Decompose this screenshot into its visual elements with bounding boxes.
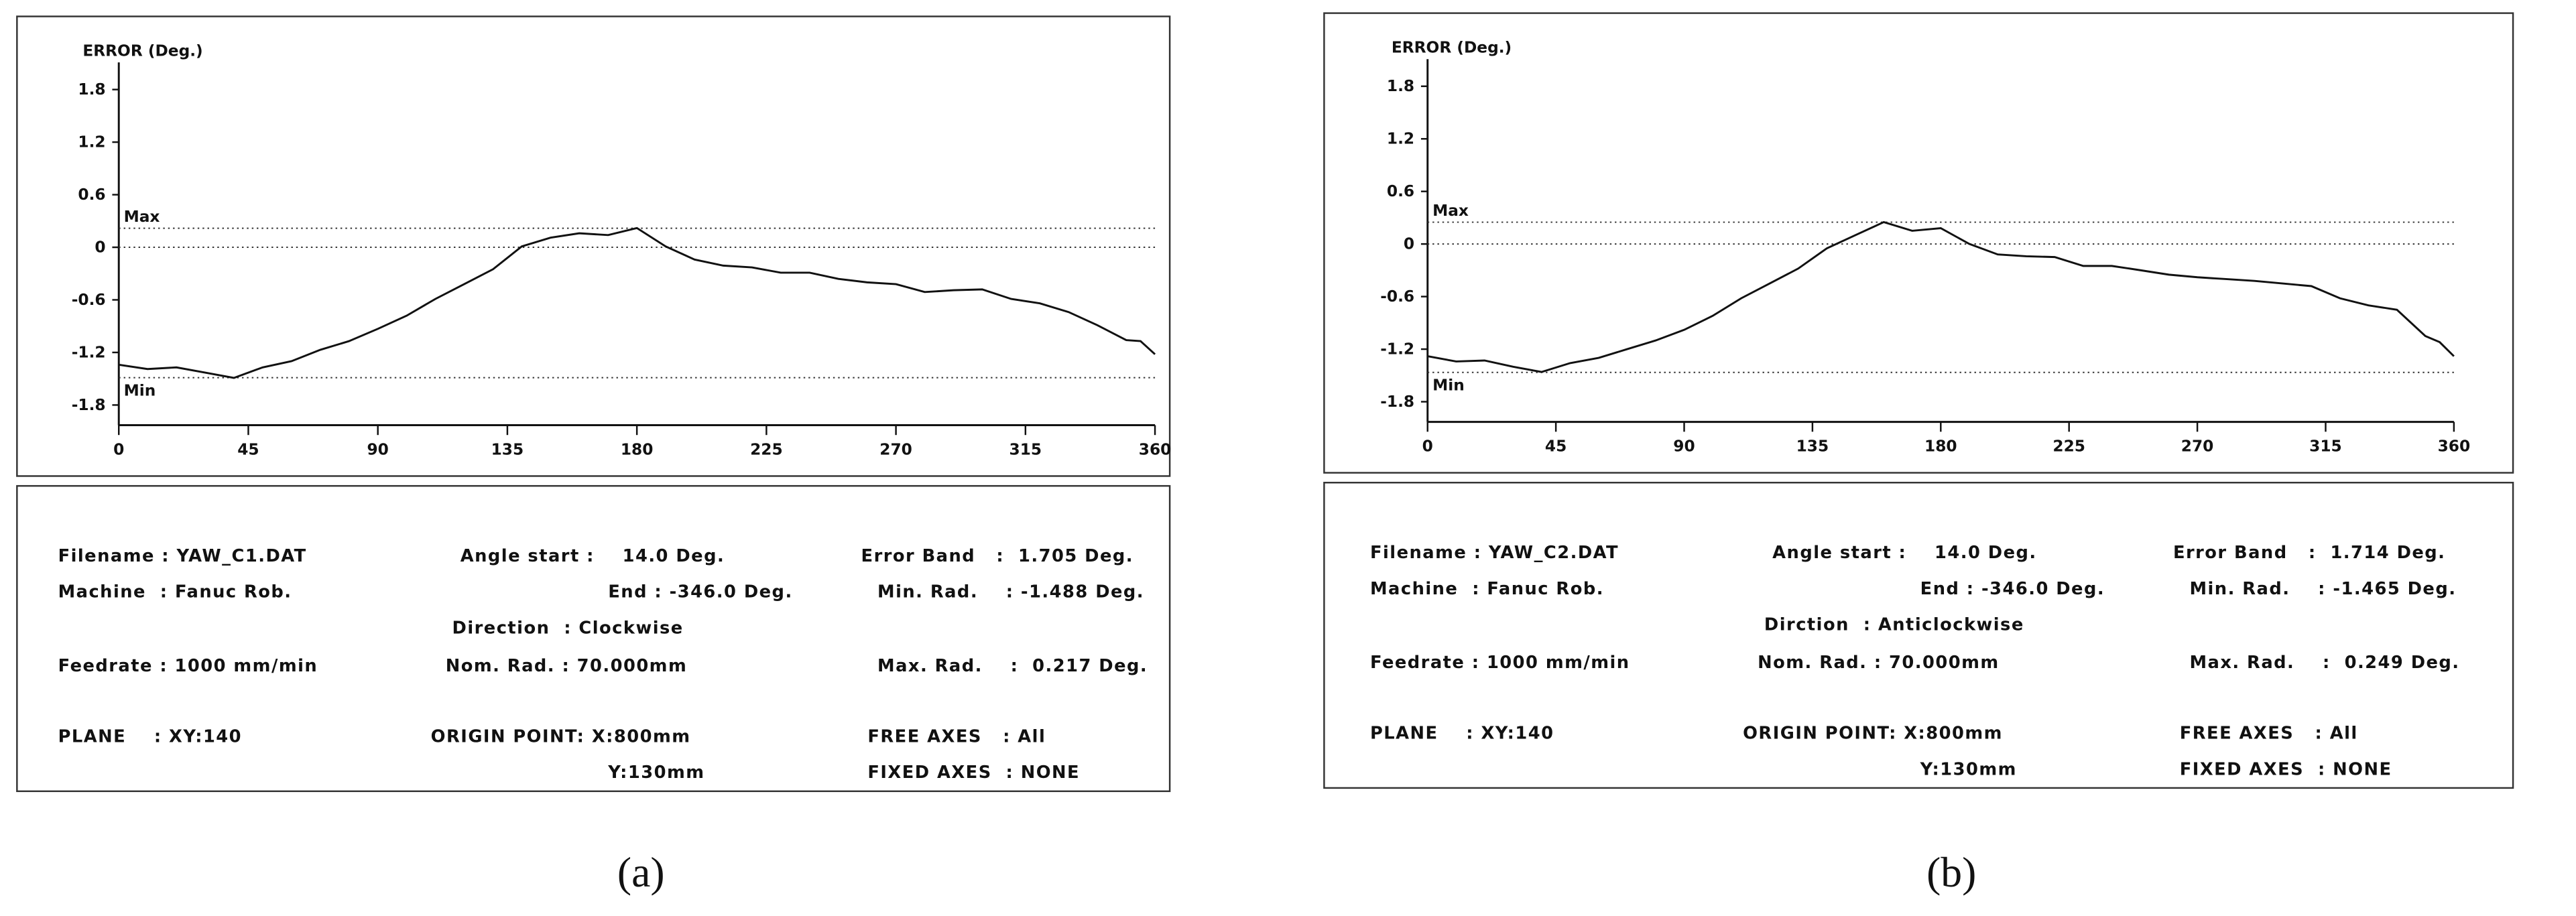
info-text: Error Band : 1.714 Deg. [2173,543,2445,563]
y-tick-label: -1.2 [1380,340,1414,358]
y-tick-label: 1.8 [1387,77,1414,95]
info-text: Machine : Fanuc Rob. [1370,579,1604,599]
plot-frame [16,15,1171,477]
info-text: FREE AXES : All [2180,723,2358,743]
x-tick-label: 45 [1545,438,1567,456]
ref-line-label: Max [1432,202,1469,220]
x-tick-label: 0 [113,441,124,459]
y-tick-label: -0.6 [72,291,106,309]
x-tick-label: 135 [491,441,524,459]
info-text: Direction : Clockwise [452,618,684,639]
x-tick-label: 225 [2052,438,2085,456]
info-text: Y:130mm [1920,759,2017,779]
y-tick-label: -0.6 [1380,287,1414,306]
plot-frame [1323,12,2514,474]
info-text: Filename : YAW_C1.DAT [58,546,307,566]
x-tick-label: 0 [1422,438,1433,456]
info-text: Feedrate : 1000 mm/min [1370,653,1630,673]
y-tick-label: -1.8 [1380,393,1414,411]
info-text: End : -346.0 Deg. [608,582,792,602]
info-text: Filename : YAW_C2.DAT [1370,543,1619,563]
error-line [1427,220,2455,373]
info-text: End : -346.0 Deg. [1920,579,2105,599]
caption: (a) [617,848,665,896]
info-text: Machine : Fanuc Rob. [58,582,292,602]
y-tick-label: -1.2 [72,343,106,361]
x-tick-label: 315 [1009,441,1042,459]
info-text: Angle start : 14.0 Deg. [461,546,725,566]
ref-line-label: Max [124,208,160,226]
x-tick-label: 90 [367,441,388,459]
x-tick-label: 180 [621,441,654,459]
y-tick-label: 1.8 [78,80,105,99]
y-tick-label: 0 [95,238,105,256]
ref-line-label: Min [124,382,156,400]
caption: (b) [1926,848,1976,896]
info-text: Feedrate : 1000 mm/min [58,656,318,676]
y-axis-label: ERROR (Deg.) [1392,38,1512,56]
x-tick-label: 180 [1924,438,1957,456]
y-tick-label: 1.2 [1387,130,1414,148]
info-text: Max. Rad. : 0.249 Deg. [2189,653,2459,673]
info-text: Min. Rad. : -1.465 Deg. [2189,579,2456,599]
info-text: Y:130mm [607,763,704,783]
info-text: FIXED AXES : NONE [2180,759,2392,779]
info-text: FREE AXES : All [867,726,1046,746]
x-tick-label: 90 [1673,438,1695,456]
info-text: PLANE : XY:140 [58,726,242,746]
y-tick-label: 0.6 [1387,182,1414,200]
info-text: Angle start : 14.0 Deg. [1772,543,2036,563]
info-text: FIXED AXES : NONE [867,763,1080,783]
x-tick-label: 315 [2309,438,2342,456]
info-text: Min. Rad. : -1.488 Deg. [877,582,1144,602]
x-tick-label: 135 [1796,438,1829,456]
x-tick-label: 360 [1139,441,1172,459]
x-tick-label: 270 [2181,438,2214,456]
info-frame [16,484,1171,793]
info-frame [1323,482,2514,789]
y-axis-label: ERROR (Deg.) [82,42,202,60]
info-text: Max. Rad. : 0.217 Deg. [877,656,1148,676]
y-tick-label: -1.8 [72,396,106,414]
ref-line-label: Min [1432,377,1465,395]
y-tick-label: 0.6 [78,186,105,204]
info-text: Error Band : 1.705 Deg. [861,546,1133,566]
info-text: ORIGIN POINT: X:800mm [431,726,691,746]
y-tick-label: 1.2 [78,133,105,151]
x-tick-label: 360 [2438,438,2471,456]
info-text: Nom. Rad. : 70.000mm [446,656,687,676]
error-line [119,226,1156,379]
y-tick-label: 0 [1404,235,1414,253]
x-tick-label: 45 [237,441,259,459]
info-text: PLANE : XY:140 [1370,723,1554,743]
x-tick-label: 225 [750,441,783,459]
info-text: Dirction : Anticlockwise [1764,615,2024,635]
info-text: Nom. Rad. : 70.000mm [1758,653,2000,673]
x-tick-label: 270 [879,441,912,459]
info-text: ORIGIN POINT: X:800mm [1743,723,2003,743]
